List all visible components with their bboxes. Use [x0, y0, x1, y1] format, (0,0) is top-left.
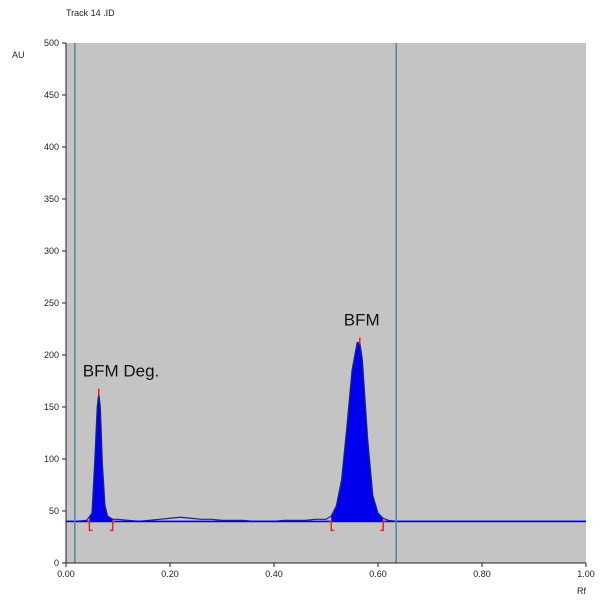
- peak-band-1: [331, 342, 384, 522]
- peak-start-marker-1: [329, 520, 335, 532]
- y-axis-ticks: 0 50 100 150 200 250 300 350 400 450 500: [44, 38, 66, 568]
- x-tick-label-2: 0.40: [265, 569, 283, 579]
- y-tick-label-8: 400: [44, 142, 59, 152]
- peak-end-marker-1: [380, 520, 386, 532]
- x-axis-label: Rf: [577, 586, 586, 596]
- peak-band-0: [89, 393, 113, 522]
- peak-bands: [89, 342, 384, 522]
- chart-title: Track 14 .ID: [66, 8, 115, 18]
- y-tick-label-2: 100: [44, 454, 59, 464]
- y-tick-label-9: 450: [44, 90, 59, 100]
- peak-start-marker-0: [87, 520, 93, 532]
- peak-label-0: BFM Deg.: [83, 361, 160, 380]
- y-axis-label: AU: [12, 50, 25, 60]
- y-tick-label-3: 150: [44, 402, 59, 412]
- x-tick-label-0: 0.00: [57, 569, 75, 579]
- x-tick-label-4: 0.80: [473, 569, 491, 579]
- x-tick-label-3: 0.60: [369, 569, 387, 579]
- plot-area: [66, 43, 586, 563]
- x-tick-label-1: 0.20: [161, 569, 179, 579]
- peak-markers: [87, 337, 386, 532]
- x-tick-label-5: 1.00: [577, 569, 595, 579]
- x-axis-ticks: 0.00 0.20 0.40 0.60 0.80 1.00: [57, 563, 595, 579]
- y-tick-label-6: 300: [44, 246, 59, 256]
- y-tick-label-7: 350: [44, 194, 59, 204]
- y-tick-label-5: 250: [44, 298, 59, 308]
- peak-end-marker-0: [109, 520, 115, 532]
- y-tick-label-1: 50: [49, 506, 59, 516]
- y-tick-label-4: 200: [44, 350, 59, 360]
- peak-labels: BFM Deg. BFM: [83, 311, 380, 381]
- y-tick-label-0: 0: [54, 558, 59, 568]
- vertical-lines: [74, 43, 397, 563]
- peak-label-1: BFM: [344, 311, 380, 330]
- y-tick-label-10: 500: [44, 38, 59, 48]
